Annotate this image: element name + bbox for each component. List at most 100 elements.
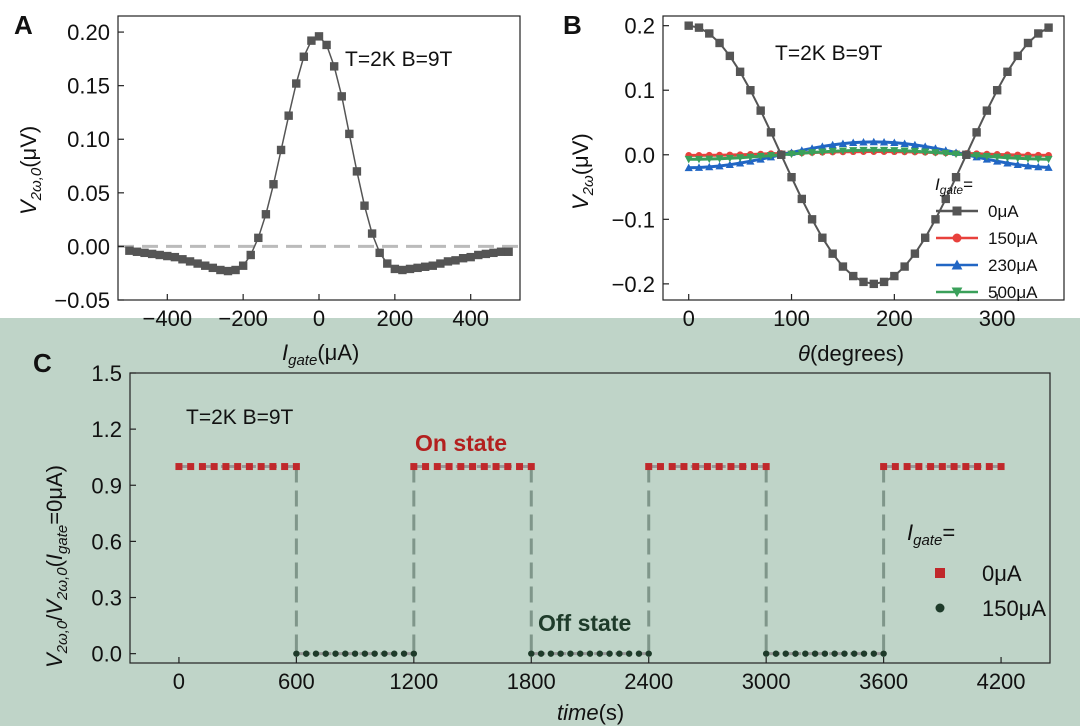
panel-c-off-point: [606, 650, 613, 657]
panel-b-point: [715, 38, 724, 48]
panel-c-off-point: [841, 650, 848, 657]
panel-c-off-point: [547, 650, 555, 657]
panel-c-off-point: [860, 650, 868, 657]
panel-c-off-point: [772, 650, 780, 657]
panel-b-point: [869, 146, 878, 155]
panel-b-xtick-label: 100: [773, 306, 810, 331]
panel-b-point: [766, 128, 776, 137]
panel-a-point: [140, 248, 149, 258]
panel-b-point: [993, 153, 1002, 162]
panel-b-point: [1034, 29, 1043, 38]
panel-b-point: [879, 137, 889, 146]
panel-b-legend-label: 0μA: [988, 202, 1019, 221]
panel-a-axes: −400 −200 0 200 400 −0.05 0.00 0.05 0.10 0.15 0.20: [54, 20, 489, 331]
panel-c-frame: [129, 372, 1051, 664]
panel-b-point: [797, 194, 807, 204]
panel-c-on-point: [210, 463, 218, 471]
panel-b-ytick-label: −0.2: [612, 272, 655, 297]
panel-a-point: [398, 265, 407, 275]
panel-a-point: [269, 180, 278, 189]
panel-c-off-point: [302, 650, 310, 657]
panel-a-point: [481, 249, 491, 259]
panel-c-on-point: [962, 463, 970, 471]
panel-a-point: [367, 229, 377, 238]
panel-c-on-point: [903, 463, 911, 471]
panel-label-b: B: [563, 10, 582, 40]
panel-c-off-point: [322, 650, 329, 657]
panel-b-point: [797, 149, 806, 158]
panel-a-xtick-label: −200: [218, 306, 268, 331]
panel-b-ytick-label: −0.1: [612, 207, 655, 232]
panel-b-legend-label: 500μA: [988, 283, 1038, 302]
panel-c-off-point: [537, 650, 545, 657]
panel-a-point: [238, 261, 248, 270]
panel-b-point: [694, 163, 704, 171]
panel-c-off-point: [381, 650, 388, 657]
panel-b-ylabel-unit: (μV): [568, 133, 593, 175]
panel-b-legend-title-sub: gate: [940, 183, 964, 197]
panel-c-off-point: [351, 650, 359, 657]
panel-c-off-point: [567, 650, 574, 657]
panel-b-point: [931, 215, 940, 224]
panel-c-legend-label: 0μA: [982, 561, 1022, 586]
panel-c-off-point: [557, 650, 564, 657]
panel-b-xtick-label: 0: [683, 306, 695, 331]
panel-b-legend-title-main: I: [935, 175, 940, 194]
on-state-label: On state: [415, 430, 507, 456]
panel-b-point: [910, 140, 919, 149]
panel-c-on-point: [703, 463, 711, 471]
panel-c-on-point: [762, 463, 770, 471]
panel-a-point: [337, 92, 346, 101]
panel-c-legend-marker: [935, 603, 945, 613]
panel-c-off-point: [391, 650, 398, 657]
panel-b-point: [859, 146, 868, 155]
panel-a: −400 −200 0 200 400 −0.05 0.00 0.05 0.10 0.15 0.20…: [16, 15, 521, 369]
panel-c-legend-label: 150μA: [982, 596, 1046, 621]
panel-c-on-point: [422, 463, 430, 471]
panel-c-ytick-label: 1.5: [91, 361, 122, 386]
panel-a-point: [254, 233, 263, 243]
panel-c-on-point: [915, 463, 923, 471]
panel-b-point: [684, 155, 693, 164]
panel-b-point: [900, 262, 909, 271]
panel-a-point: [496, 247, 506, 256]
panel-c-off-point: [293, 650, 300, 657]
panel-a-point: [390, 264, 400, 274]
panel-c-off-point: [782, 650, 789, 657]
panel-c-on-point: [938, 463, 946, 471]
panel-a-xlabel: Igate(μA): [282, 340, 359, 369]
panel-b-point: [900, 139, 909, 147]
panel-a-ytick-label: 0.20: [67, 20, 110, 45]
panel-a-point: [413, 263, 422, 273]
panel-a-ytick-label: 0.05: [67, 181, 110, 206]
panel-b-point: [1013, 160, 1022, 169]
panel-a-point: [352, 167, 362, 176]
panel-c-ytick-label: 1.2: [91, 417, 122, 442]
panel-a-ylabel-unit: (μV): [16, 126, 41, 168]
panel-a-xtick-label: 0: [313, 306, 325, 331]
panel-b-ytick-label: 0.1: [624, 78, 655, 103]
panel-b-legend-title-eq: =: [963, 175, 973, 194]
panel-a-point: [155, 250, 164, 260]
panel-b-point: [828, 147, 837, 156]
panel-b-point: [1003, 154, 1012, 162]
panel-c-on-point: [739, 463, 747, 471]
panel-c-on-point: [492, 463, 500, 471]
panel-c-on-point: [527, 463, 535, 471]
panel-b-point: [715, 155, 724, 163]
panel-b-point: [736, 158, 745, 167]
panel-a-ylabel-main: V: [16, 198, 41, 215]
panel-c-legend-marker: [935, 568, 945, 578]
panel-c-on-point: [880, 463, 888, 471]
panel-a-ytick-label: 0.10: [67, 127, 110, 152]
panel-b-point: [921, 148, 930, 156]
panel-a-point: [436, 259, 445, 268]
panel-c-off-point: [811, 650, 819, 657]
panel-c-off-point: [792, 650, 799, 657]
panel-a-data: [118, 32, 520, 276]
panel-c-on-point: [656, 463, 664, 471]
panel-c-on-point: [668, 463, 676, 471]
panel-b-point: [735, 67, 745, 76]
panel-a-point: [307, 36, 316, 45]
panel-b-xlabel-unit: (degrees): [810, 341, 904, 366]
